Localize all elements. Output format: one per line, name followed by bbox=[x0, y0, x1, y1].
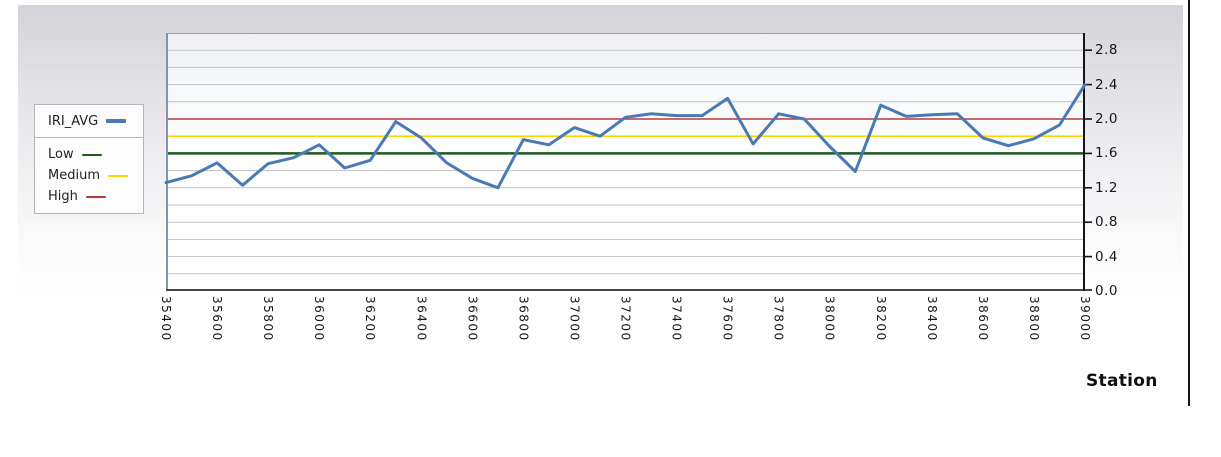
x-tick-label: 36000 bbox=[312, 296, 327, 342]
y-tick-label: 2.8 bbox=[1095, 42, 1118, 59]
legend-series-label: IRI_AVG bbox=[48, 113, 99, 129]
y-tick-label: 0.4 bbox=[1095, 248, 1118, 265]
plot-svg bbox=[164, 33, 1092, 291]
y-axis-tick-labels: 0.0 0.4 0.8 1.2 1.6 2.0 2.4 2.8 bbox=[1095, 33, 1155, 299]
legend-item-medium: Medium bbox=[48, 168, 143, 183]
x-tick-label: 35600 bbox=[210, 296, 225, 342]
x-tick-label: 37600 bbox=[720, 296, 735, 342]
x-tick-label: 37800 bbox=[771, 296, 786, 342]
plot-area-background bbox=[166, 33, 1085, 291]
plot-area bbox=[164, 33, 1098, 291]
x-tick-label: 36800 bbox=[516, 296, 531, 342]
x-axis-title: Station bbox=[1086, 371, 1158, 391]
x-tick-label: 38400 bbox=[924, 296, 939, 342]
legend-item-high: High bbox=[48, 189, 143, 204]
legend-series-swatch bbox=[106, 119, 127, 123]
x-tick-label: 38600 bbox=[975, 296, 990, 342]
legend-item-low: Low bbox=[48, 147, 143, 162]
y-tick-label: 0.8 bbox=[1095, 214, 1118, 231]
y-tick-label: 2.4 bbox=[1095, 76, 1118, 93]
legend-thresholds-box: Low Medium High bbox=[34, 137, 144, 214]
legend-low-swatch bbox=[81, 153, 102, 156]
legend-series-box: IRI_AVG bbox=[34, 104, 144, 138]
x-tick-label: 38200 bbox=[873, 296, 888, 342]
x-tick-label: 37200 bbox=[618, 296, 633, 342]
x-axis-tick-labels: 35400 35600 35800 36000 36200 36400 36600 36800… bbox=[159, 296, 1092, 356]
x-tick-label: 37000 bbox=[567, 296, 582, 342]
x-tick-label: 37400 bbox=[669, 296, 684, 342]
y-tick-label: 2.0 bbox=[1095, 111, 1118, 127]
legend-item-label: Low bbox=[48, 147, 74, 162]
x-tick-label: 35400 bbox=[159, 296, 173, 342]
x-tick-label: 38800 bbox=[1026, 296, 1041, 342]
x-tick-label: 39000 bbox=[1078, 296, 1092, 342]
x-tick-label: 35800 bbox=[261, 296, 276, 342]
legend-item-label: Medium bbox=[48, 168, 100, 183]
y-tick-label: 1.6 bbox=[1095, 145, 1118, 162]
y-tick-label: 1.2 bbox=[1095, 179, 1118, 196]
y-tick-label: 0.0 bbox=[1095, 283, 1118, 299]
legend-item-label: High bbox=[48, 189, 78, 204]
legend-medium-swatch bbox=[107, 174, 128, 177]
x-tick-label: 36200 bbox=[363, 296, 378, 342]
x-tick-label: 36600 bbox=[465, 296, 480, 342]
x-tick-label: 38000 bbox=[822, 296, 837, 342]
x-tick-label: 36400 bbox=[414, 296, 429, 342]
legend-high-swatch bbox=[85, 195, 106, 198]
vertical-separator-line bbox=[1188, 0, 1190, 406]
iri-avg-line bbox=[164, 83, 1087, 190]
